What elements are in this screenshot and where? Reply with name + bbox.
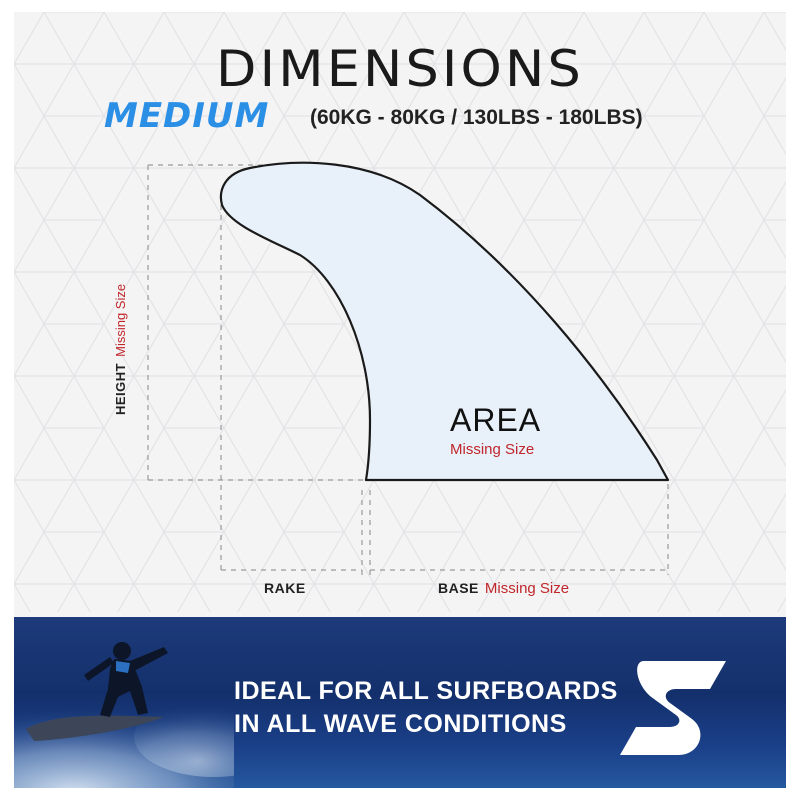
base-dimension-label: BASE Missing Size <box>438 580 569 597</box>
page-title: DIMENSIONS <box>216 40 584 98</box>
fin-shape <box>219 161 670 482</box>
base-label: BASE <box>438 580 479 596</box>
base-value: Missing Size <box>484 580 570 597</box>
weight-range: (60KG - 80KG / 130LBS - 180LBS) <box>310 106 643 129</box>
surfer-image <box>14 642 234 788</box>
area-value: Missing Size <box>450 441 535 458</box>
surf-banner: IDEAL FOR ALL SURFBOARDS IN ALL WAVE CON… <box>14 617 786 788</box>
height-value: Missing Size <box>113 283 128 357</box>
area-label: AREA <box>450 402 542 438</box>
fin-diagram <box>147 161 670 575</box>
height-dimension-label: HEIGHT Missing Size <box>113 245 137 415</box>
banner-tagline: IDEAL FOR ALL SURFBOARDS IN ALL WAVE CON… <box>234 675 624 741</box>
banner-line-1: IDEAL FOR ALL SURFBOARDS <box>234 677 618 705</box>
rake-label: RAKE <box>264 580 306 596</box>
size-subtitle: MEDIUM (60KG - 80KG / 130LBS - 180LBS) <box>104 96 724 136</box>
size-label: MEDIUM <box>104 96 270 136</box>
banner-line-2: IN ALL WAVE CONDITIONS <box>234 710 567 738</box>
brand-logo-icon <box>620 661 726 755</box>
height-label: HEIGHT <box>113 362 128 415</box>
